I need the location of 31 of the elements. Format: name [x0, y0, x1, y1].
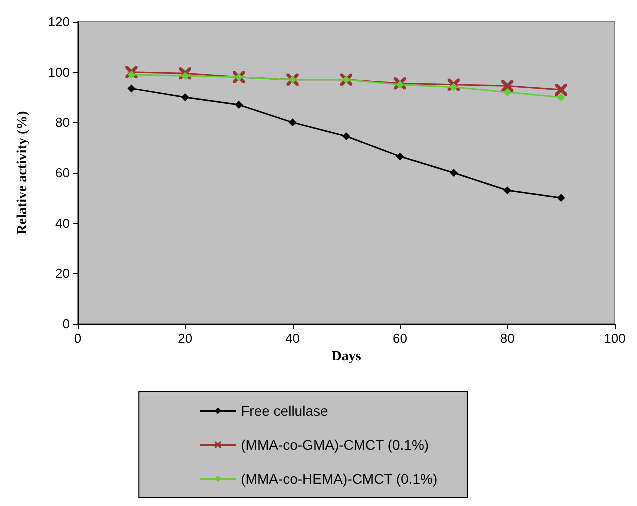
point — [181, 94, 190, 102]
x-axis-title: Days — [332, 349, 362, 364]
legend-label: (MMA-co-HEMA)-CMCT (0.1%) — [241, 471, 438, 487]
legend-label: Free cellulase — [241, 403, 328, 419]
x-tick-label: 60 — [392, 331, 408, 346]
y-tick-label: 120 — [48, 14, 70, 30]
point — [502, 80, 514, 92]
point — [235, 101, 244, 110]
x-tick-label: 0 — [74, 331, 82, 346]
x-tick-label: 40 — [286, 331, 300, 346]
y-axis-title: Relative activity (%) — [16, 110, 30, 235]
point — [288, 118, 297, 127]
y-tick-label: 80 — [56, 115, 70, 130]
y-tick-label: 40 — [56, 216, 70, 231]
point — [396, 152, 404, 161]
point — [342, 132, 350, 141]
point — [450, 169, 458, 177]
point — [504, 88, 512, 96]
point — [557, 194, 566, 202]
y-tick-label: 20 — [56, 266, 70, 282]
point — [555, 84, 568, 96]
legend-label: (MMA-co-GMA)-CMCT (0.1%) — [241, 437, 430, 453]
x-tick-label: 100 — [604, 331, 626, 346]
point — [128, 84, 136, 93]
y-tick-label: 60 — [56, 166, 70, 180]
y-tick-label: 0 — [62, 316, 70, 332]
x-tick-label: 80 — [500, 331, 515, 346]
point — [557, 94, 566, 102]
y-tick-label: 100 — [48, 64, 70, 80]
x-tick-label: 20 — [178, 331, 193, 346]
point — [504, 186, 512, 195]
